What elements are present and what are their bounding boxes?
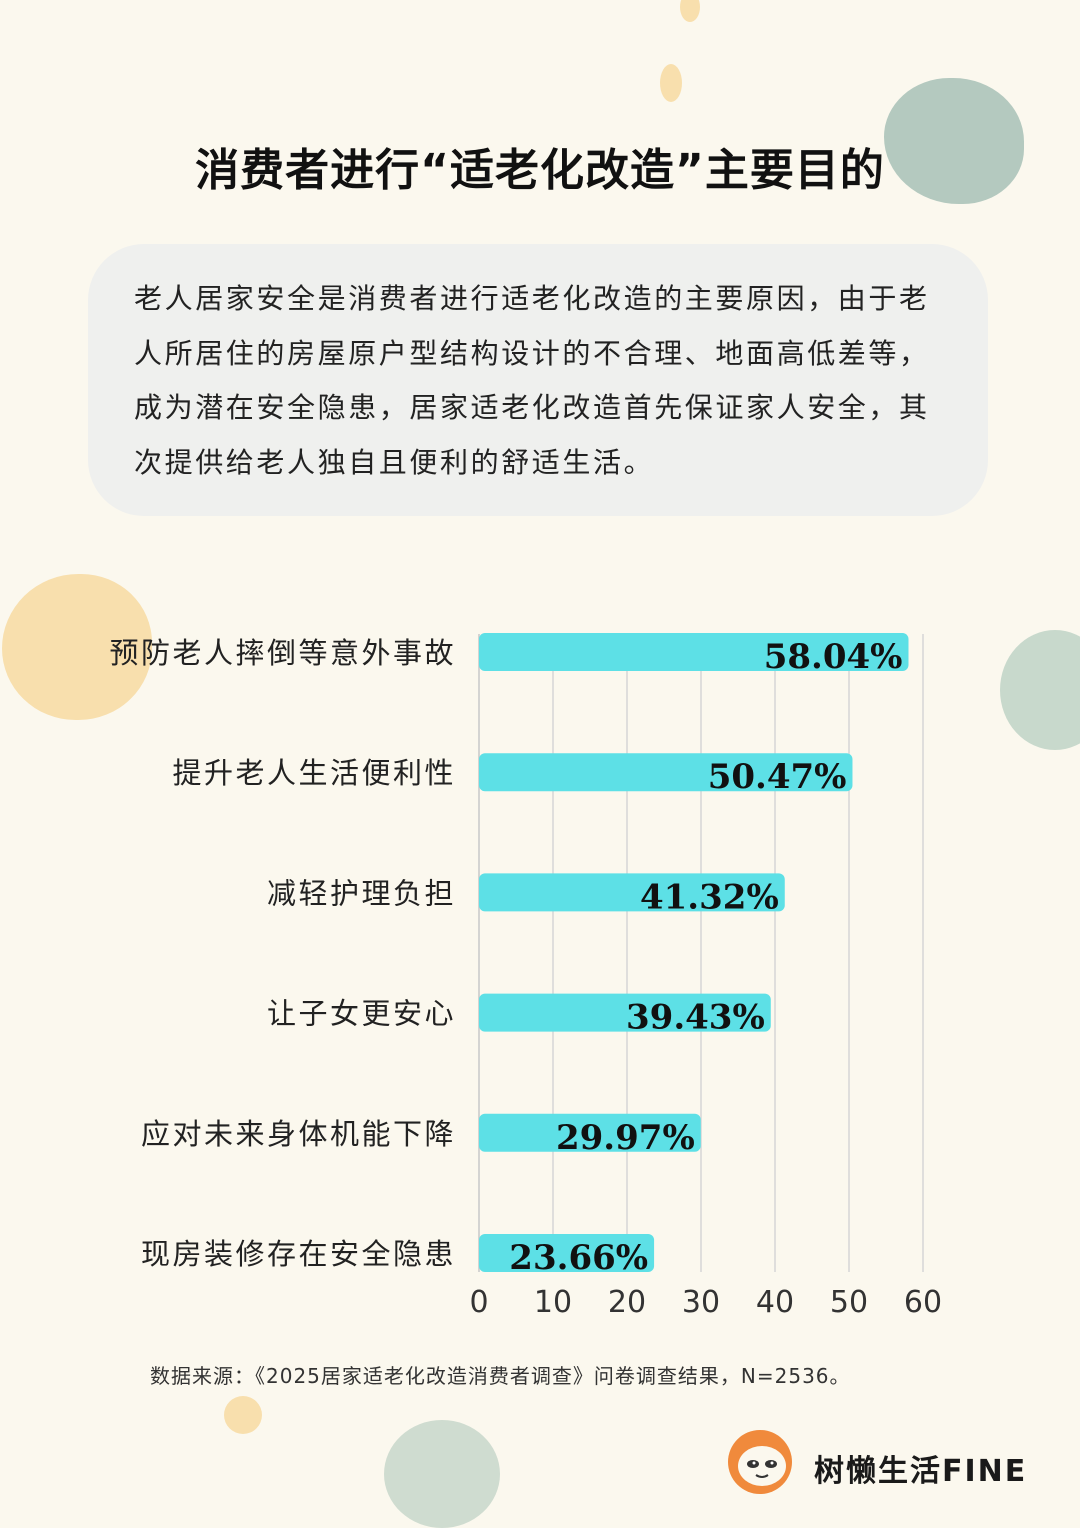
category-label: 现房装修存在安全隐患 — [141, 1237, 456, 1271]
x-tick-label: 60 — [904, 1285, 942, 1320]
value-label: 50.47% — [708, 757, 847, 797]
summary-text: 老人居家安全是消费者进行适老化改造的主要原因，由于老人所居住的房屋原户型结构设计… — [134, 282, 930, 479]
page-title: 消费者进行“适老化改造”主要目的 — [195, 145, 885, 196]
value-label: 39.43% — [626, 998, 765, 1038]
x-tick-label: 10 — [534, 1285, 572, 1320]
decor-blob-orange-bottom — [224, 1396, 262, 1434]
decor-blob-green-bottom — [384, 1420, 500, 1528]
summary-box — [88, 244, 988, 516]
bar — [479, 1234, 655, 1272]
value-label: 41.32% — [640, 877, 779, 917]
x-tick-label: 30 — [682, 1285, 720, 1320]
x-tick-label: 50 — [830, 1285, 868, 1320]
bar — [479, 1113, 701, 1152]
decor-blob-orange-small-top — [660, 64, 682, 102]
value-label: 58.04% — [764, 637, 903, 677]
sloth-icon — [728, 1430, 792, 1494]
category-label: 预防老人摔倒等意外事故 — [109, 636, 456, 670]
category-label: 提升老人生活便利性 — [172, 756, 456, 790]
bar — [479, 753, 853, 792]
value-label: 23.66% — [509, 1238, 648, 1278]
x-tick-label: 40 — [756, 1285, 794, 1320]
data-source-note: 数据来源：《2025居家适老化改造消费者调查》问卷调查结果，N=2536。 — [150, 1364, 851, 1388]
bar — [479, 993, 771, 1032]
category-label: 让子女更安心 — [267, 997, 456, 1031]
category-label: 应对未来身体机能下降 — [141, 1117, 456, 1151]
decor-blob-orange-left — [2, 574, 152, 720]
bar-chart: 0 10 20 30 40 50 60 预防老人摔倒等意外事故 58.04% 提升老人生活便利性 5… — [109, 633, 942, 1320]
chart-labels: 0 10 20 30 40 50 60 预防老人摔倒等意外事故 58.04% 提升老人生活便利性 5… — [109, 636, 942, 1320]
chart-gridlines — [478, 634, 924, 1272]
value-label: 29.97% — [556, 1118, 695, 1158]
decor-blob-orange-top-edge — [680, 0, 700, 22]
x-tick-label: 20 — [608, 1285, 646, 1320]
brand-name: 树懒生活FINE — [814, 1454, 1028, 1489]
decor-blob-green-right — [1000, 630, 1080, 750]
category-label: 减轻护理负担 — [267, 876, 456, 910]
chart-bars — [479, 633, 909, 1272]
bar — [479, 873, 785, 912]
bar — [479, 633, 909, 671]
x-tick-label: 0 — [469, 1285, 488, 1320]
decor-blob-green-top — [884, 78, 1024, 204]
